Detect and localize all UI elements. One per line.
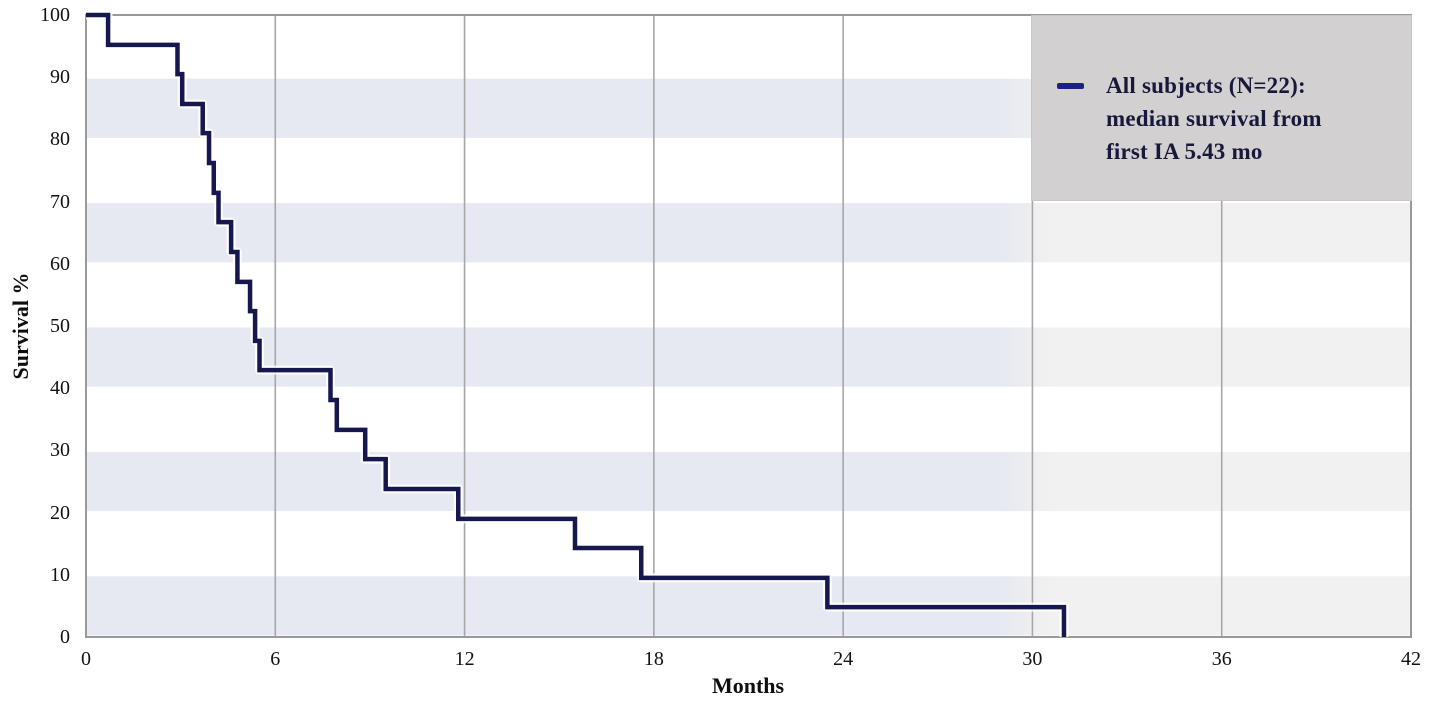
y-tick-label: 100 [40,4,70,26]
y-tick-label: 40 [50,377,70,400]
legend-label-line-1: All subjects (N=22): [1106,73,1306,98]
survival-curve [86,12,1067,637]
y-tick-label: 60 [50,252,70,275]
plot-frame [85,14,1412,638]
x-tick-label: 18 [643,648,664,670]
legend-line-marker-icon [1057,83,1084,89]
shaded-band [87,203,1410,263]
x-tick-label: 24 [833,648,854,670]
x-tick-label: 36 [1211,648,1232,670]
x-tick-label: 42 [1401,648,1421,670]
legend-label-line-2: median survival from [1106,106,1322,131]
x-tick-label: 30 [1022,648,1043,670]
x-tick-label: 0 [81,648,91,670]
legend-label-line-3: first IA 5.43 mo [1106,139,1263,164]
legend-label: All subjects (N=22): median survival fro… [1106,69,1322,168]
y-axis-title: Survival % [8,272,33,380]
legend-entry: All subjects (N=22): median survival fro… [1032,16,1411,168]
shaded-band [87,451,1410,512]
legend-box: All subjects (N=22): median survival fro… [1031,15,1412,201]
x-tick-label: 6 [270,648,281,670]
y-tick-label: 30 [50,439,70,462]
y-tick-label: 50 [50,315,70,337]
x-axis-title: Months [711,673,785,698]
x-tick-label: 12 [454,648,475,670]
y-tick-label: 90 [50,66,70,89]
shaded-band [87,576,1410,636]
shaded-band [87,327,1410,387]
y-tick-label: 0 [60,626,70,648]
y-tick-label: 20 [50,501,70,524]
y-tick-label: 80 [50,128,70,151]
y-tick-label: 10 [50,563,70,586]
y-tick-label: 70 [50,190,70,213]
